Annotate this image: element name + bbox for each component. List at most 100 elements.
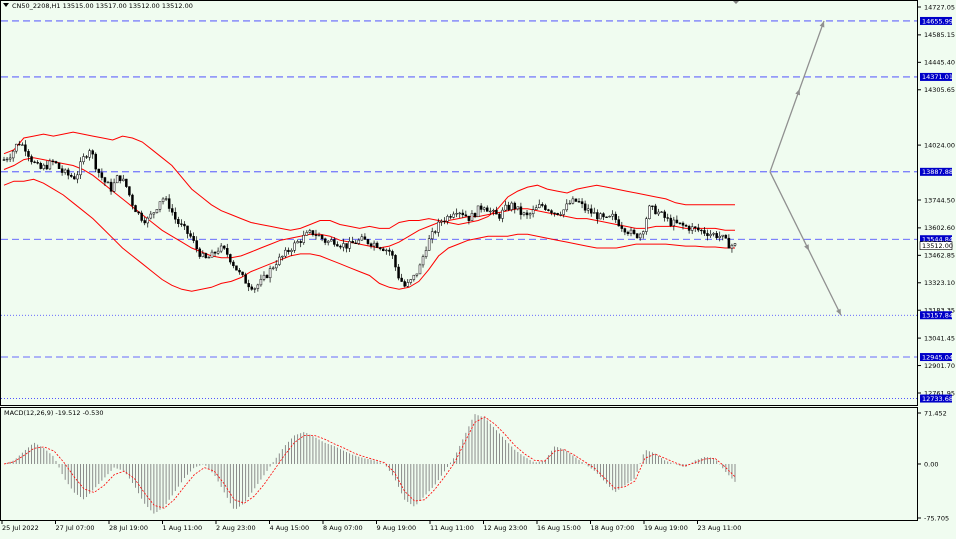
candle-body [538, 204, 541, 208]
candle-body [198, 248, 201, 257]
candle-body [354, 242, 357, 244]
candle-body [589, 208, 593, 214]
candle-body [60, 168, 64, 173]
candle-body [85, 156, 88, 158]
candle-body [18, 143, 21, 146]
candle-body [180, 223, 183, 225]
candle-body [375, 242, 379, 248]
macd-indicator [3, 414, 736, 514]
candle-body [617, 219, 621, 227]
time-tick-label: 2 Aug 23:00 [216, 524, 256, 532]
candle-body [675, 219, 679, 224]
candle-body [112, 182, 116, 192]
candle-body [580, 201, 584, 205]
candle-body [700, 229, 703, 232]
price-tick-label: 12901.70 [924, 362, 955, 370]
candle-body [547, 209, 550, 211]
level-price-tag-bg [920, 72, 952, 81]
level-price-tag: 13544.84 [922, 236, 953, 244]
candle-body [91, 150, 94, 155]
candle-body [125, 178, 128, 187]
candle-body [528, 213, 532, 216]
candle-body [513, 202, 517, 210]
current-price-tag-bg [919, 241, 953, 250]
candle-body [244, 274, 247, 284]
time-tick-label: 4 Aug 15:00 [270, 524, 310, 532]
candle-body [467, 215, 471, 221]
candle-body [427, 238, 431, 251]
candle-body [48, 160, 52, 170]
candle-body [681, 222, 685, 226]
level-price-tag: 14371.01 [922, 73, 953, 81]
level-price-tag-bg [920, 167, 952, 176]
candle-body [461, 212, 465, 216]
candle-body [424, 250, 428, 257]
candle-body [635, 233, 639, 239]
candle-body [363, 236, 367, 240]
candle-body [400, 277, 403, 282]
projection-arrow-down [769, 171, 842, 316]
triangle-down-icon[interactable] [3, 3, 9, 7]
candle-body [614, 213, 617, 220]
candle-body [226, 248, 229, 255]
candle-body [30, 156, 33, 163]
price-tick-label: 14445.40 [924, 59, 955, 67]
candlesticks [2, 140, 737, 293]
candle-body [669, 217, 673, 226]
macd-info: MACD(12,26,9) -19.512 -0.530 [4, 409, 104, 417]
candle-body [271, 267, 275, 269]
candle-body [351, 241, 354, 244]
candle-body [443, 220, 446, 223]
candle-body [697, 227, 700, 231]
time-tick-label: 28 Jul 19:00 [109, 524, 148, 532]
candle-body [265, 274, 269, 279]
level-price-tag-bg [920, 353, 952, 362]
price-tick-label: 13183.35 [924, 307, 955, 315]
price-tick-label: 13041.45 [924, 334, 955, 342]
candle-body [262, 274, 266, 280]
candle-body [531, 209, 535, 214]
candle-body [256, 284, 260, 289]
candle-body [568, 202, 572, 205]
candle-body [703, 230, 706, 234]
candle-body [577, 201, 581, 203]
candle-body [571, 198, 575, 204]
candle-body [684, 225, 688, 227]
candle-body [645, 218, 648, 232]
candle-body [348, 241, 351, 249]
candle-body [620, 225, 624, 229]
candle-body [201, 253, 205, 257]
candle-body [63, 169, 67, 173]
price-tick-label: 12761.95 [924, 389, 955, 397]
candle-body [388, 249, 391, 252]
candle-body [693, 226, 697, 229]
candle-body [510, 202, 513, 210]
candle-body [109, 181, 113, 192]
candle-body [452, 213, 455, 218]
candle-body [602, 213, 605, 218]
candle-body [458, 212, 461, 215]
arrow-mid-head-icon [804, 244, 810, 251]
candle-body [192, 236, 195, 241]
bollinger-upper-line [3, 131, 735, 231]
candle-body [525, 212, 529, 216]
candle-body [161, 198, 165, 202]
candle-body [235, 265, 238, 271]
candle-body [638, 233, 642, 239]
candle-body [455, 213, 458, 215]
candle-body [308, 230, 312, 233]
candle-body [712, 233, 715, 235]
candle-body [342, 243, 345, 248]
candle-body [106, 181, 110, 184]
candle-body [449, 216, 452, 218]
candle-body [57, 162, 61, 169]
candle-body [155, 209, 159, 213]
candle-body [103, 177, 107, 183]
candle-body [586, 208, 590, 211]
candle-body [97, 168, 101, 173]
macd-tick-label: 0.00 [924, 460, 938, 468]
arrow-head-icon [836, 308, 841, 316]
candle-body [42, 164, 46, 169]
